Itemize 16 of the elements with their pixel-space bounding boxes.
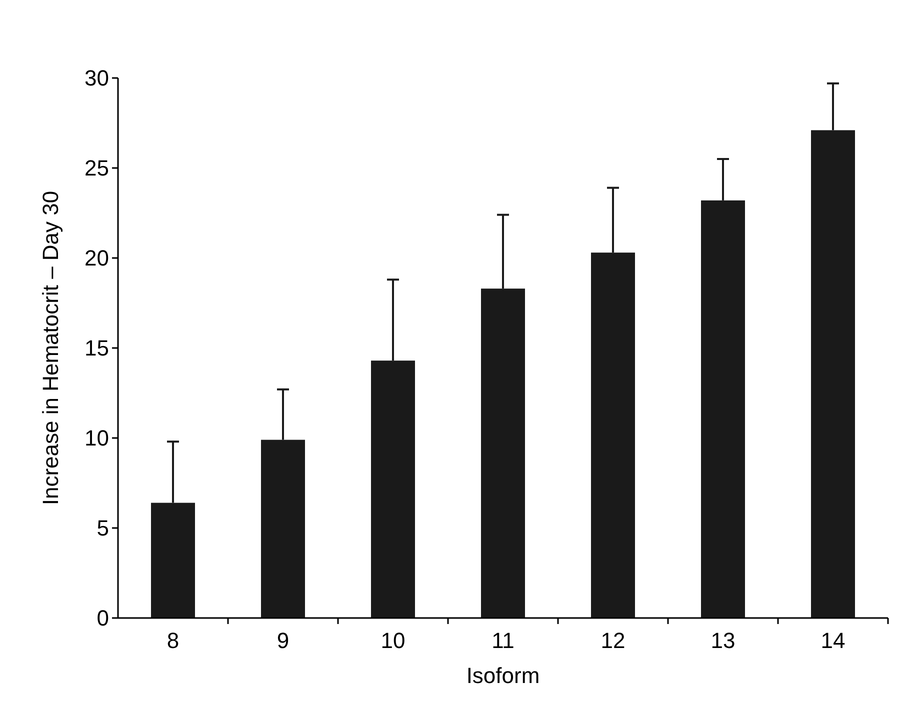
y-tick-label: 5 <box>96 516 109 541</box>
y-axis-title: Increase in Hematocrit – Day 30 <box>38 190 63 506</box>
x-tick-label: 13 <box>710 628 736 653</box>
x-tick-label: 14 <box>820 628 846 653</box>
y-tick-label: 15 <box>84 336 109 361</box>
x-axis-title: Isoform <box>466 663 540 688</box>
x-tick-label: 9 <box>276 628 290 653</box>
x-tick-label: 12 <box>600 628 626 653</box>
y-tick-label: 20 <box>84 246 109 271</box>
y-tick-label: 0 <box>96 606 109 631</box>
y-tick-label: 30 <box>84 66 109 91</box>
y-tick-label: 25 <box>84 156 109 181</box>
x-tick-label: 10 <box>380 628 406 653</box>
x-tick-label: 11 <box>492 628 514 653</box>
x-tick-label: 8 <box>166 628 180 653</box>
y-tick-label: 10 <box>84 426 109 451</box>
